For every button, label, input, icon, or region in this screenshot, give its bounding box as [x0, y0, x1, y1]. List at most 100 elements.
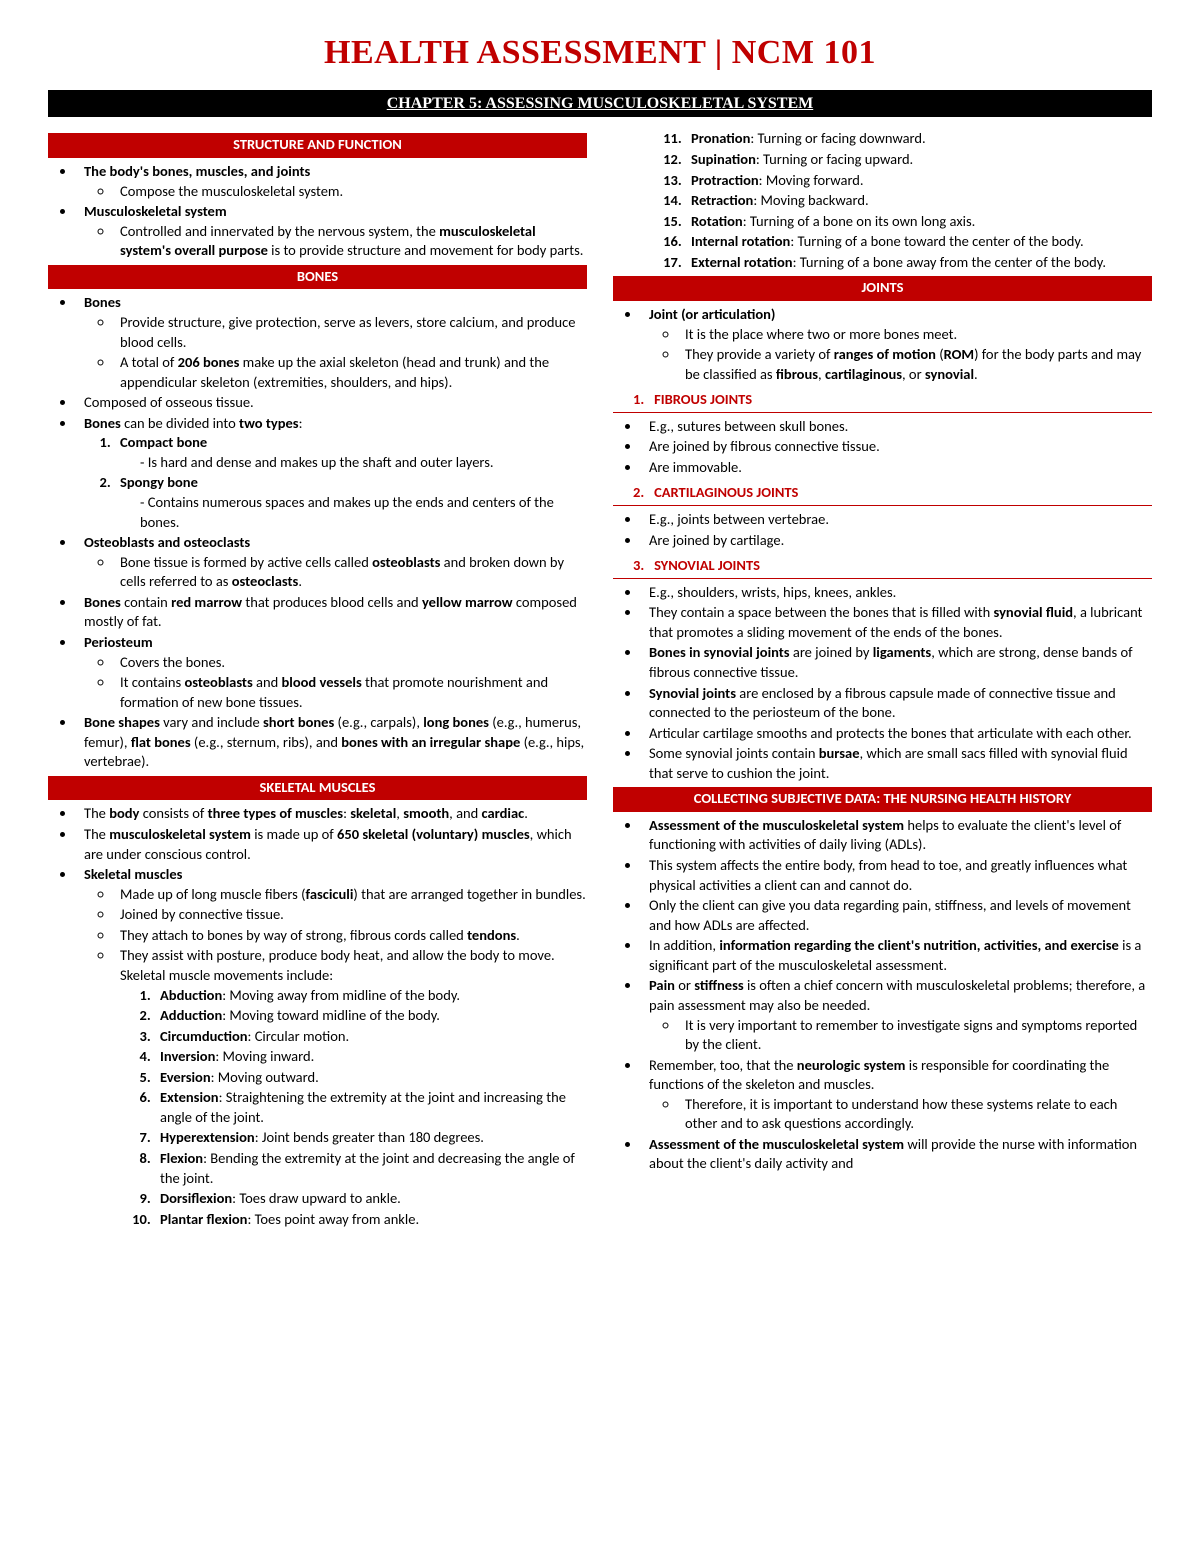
text: . — [974, 365, 978, 383]
movement-term: Hyperextension — [160, 1128, 255, 1146]
movement-def: : Straightening the extremity at the joi… — [160, 1088, 566, 1126]
list-item: Therefore, it is important to understand… — [679, 1095, 1152, 1134]
movement-item: Internal rotation: Turning of a bone tow… — [685, 232, 1152, 252]
list-item: Bones contain red marrow that produces b… — [76, 593, 587, 632]
text-bold: osteoclasts — [232, 572, 299, 590]
text: They assist with posture, produce body h… — [120, 946, 555, 984]
movements-list-right: Pronation: Turning or facing downward. Su… — [613, 129, 1152, 272]
text: that produces blood cells and — [242, 593, 422, 611]
movement-item: Flexion: Bending the extremity at the jo… — [154, 1149, 587, 1188]
list-item: Assessment of the musculoskeletal system… — [641, 1135, 1152, 1174]
movement-def: : Turning of a bone on its own long axis… — [743, 212, 976, 230]
movement-def: : Circular motion. — [248, 1027, 350, 1045]
text: , — [818, 365, 825, 383]
muscles-list: The body consists of three types of musc… — [48, 804, 587, 1229]
text-bold: bones with an irregular shape — [341, 733, 520, 751]
text-bold: red marrow — [171, 593, 242, 611]
text: A total of — [120, 353, 178, 371]
list-item: Only the client can give you data regard… — [641, 896, 1152, 935]
text-bold: tendons — [467, 926, 516, 944]
subheader-synovial: 3. SYNOVIAL JOINTS — [613, 554, 1152, 579]
right-column: Pronation: Turning or facing downward. Su… — [613, 129, 1152, 1230]
movement-def: : Moving forward. — [759, 171, 864, 189]
content-columns: STRUCTURE AND FUNCTION The body's bones,… — [48, 129, 1152, 1230]
movement-term: Pronation — [691, 129, 750, 147]
text-bold: long bones — [423, 713, 489, 731]
list-item: Made up of long muscle fibers (fasciculi… — [114, 885, 587, 905]
header-bones: BONES — [48, 265, 587, 290]
movement-def: : Moving toward midline of the body. — [222, 1006, 440, 1024]
text-bold: stiffness — [694, 976, 743, 994]
text-bold: flat bones — [131, 733, 191, 751]
header-joints: JOINTS — [613, 276, 1152, 301]
list-item: It is very important to remember to inve… — [679, 1016, 1152, 1055]
list-item: Bone shapes vary and include short bones… — [76, 713, 587, 772]
movements-list-left: Abduction: Moving away from midline of t… — [120, 986, 587, 1230]
movement-item: Supination: Turning or facing upward. — [685, 150, 1152, 170]
movement-def: : Toes point away from ankle. — [247, 1210, 419, 1228]
text-bold: Bones — [84, 414, 121, 432]
joints-list: Joint (or articulation) It is the place … — [613, 305, 1152, 384]
movement-term: Plantar flexion — [160, 1210, 247, 1228]
text: FIBROUS JOINTS — [654, 390, 752, 408]
list-item: Bone tissue is formed by active cells ca… — [114, 553, 587, 592]
list-item: Joined by connective tissue. — [114, 905, 587, 925]
text: , and — [449, 804, 481, 822]
text: contain — [121, 593, 171, 611]
text-bold: Periosteum — [84, 633, 153, 651]
text-bold: Musculoskeletal system — [84, 202, 227, 220]
fibrous-list: E.g., sutures between skull bones. Are j… — [613, 417, 1152, 478]
movement-def: : Moving inward. — [215, 1047, 314, 1065]
movement-def: : Turning of a bone toward the center of… — [790, 232, 1083, 250]
list-item: Joint (or articulation) It is the place … — [641, 305, 1152, 384]
list-item: Osteoblasts and osteoclasts Bone tissue … — [76, 533, 587, 592]
text-bold: short bones — [263, 713, 334, 731]
movement-item: Rotation: Turning of a bone on its own l… — [685, 212, 1152, 232]
list-item: Are joined by cartilage. — [641, 531, 1152, 551]
text-bold: fasciculi — [306, 885, 354, 903]
chapter-bar: CHAPTER 5: ASSESSING MUSCULOSKELETAL SYS… — [48, 90, 1152, 118]
list-item: Are joined by fibrous connective tissue. — [641, 437, 1152, 457]
list-item: Synovial joints are enclosed by a fibrou… — [641, 684, 1152, 723]
text: Spongy bone — [120, 473, 198, 491]
movement-def: : Moving outward. — [211, 1068, 319, 1086]
movement-def: : Turning or facing downward. — [750, 129, 925, 147]
text: Controlled and innervated by the nervous… — [120, 222, 439, 240]
movement-item: Inversion: Moving inward. — [154, 1047, 587, 1067]
text-bold: bursae — [819, 744, 860, 762]
text: Bone tissue is formed by active cells ca… — [120, 553, 372, 571]
list-item: Are immovable. — [641, 458, 1152, 478]
movement-item: Retraction: Moving backward. — [685, 191, 1152, 211]
text-bold: cartilaginous — [825, 365, 902, 383]
text-bold: cardiac — [482, 804, 525, 822]
list-item: Bones can be divided into two types: Com… — [76, 414, 587, 532]
movement-def: : Bending the extremity at the joint and… — [160, 1149, 575, 1187]
movement-term: Retraction — [691, 191, 753, 209]
text-bold: Assessment of the musculoskeletal system — [649, 816, 904, 834]
text-bold: 206 bones — [178, 353, 240, 371]
text-bold: ROM — [944, 345, 975, 363]
list-item: Provide structure, give protection, serv… — [114, 313, 587, 352]
text-bold: Synovial joints — [649, 684, 736, 702]
text-bold: synovial — [925, 365, 974, 383]
text-bold: fibrous — [776, 365, 818, 383]
text: They provide a variety of — [685, 345, 834, 363]
movement-term: Inversion — [160, 1047, 215, 1065]
text: : — [299, 414, 303, 432]
list-item: E.g., shoulders, wrists, hips, knees, an… — [641, 583, 1152, 603]
movement-term: Circumduction — [160, 1027, 248, 1045]
movement-item: Plantar flexion: Toes point away from an… — [154, 1210, 587, 1230]
synovial-list: E.g., shoulders, wrists, hips, knees, an… — [613, 583, 1152, 784]
text-bold: Skeletal muscles — [84, 865, 182, 883]
movement-term: Abduction — [160, 986, 222, 1004]
text: They attach to bones by way of strong, f… — [120, 926, 467, 944]
text-bold: body — [109, 804, 139, 822]
text: Remember, too, that the — [649, 1056, 797, 1074]
movement-item: Dorsiflexion: Toes draw upward to ankle. — [154, 1189, 587, 1209]
subjective-list: Assessment of the musculoskeletal system… — [613, 816, 1152, 1174]
text: The — [84, 825, 109, 843]
movement-item: Abduction: Moving away from midline of t… — [154, 986, 587, 1006]
text: 2. — [633, 483, 644, 501]
movement-term: Protraction — [691, 171, 759, 189]
text-bold: neurologic system — [797, 1056, 906, 1074]
